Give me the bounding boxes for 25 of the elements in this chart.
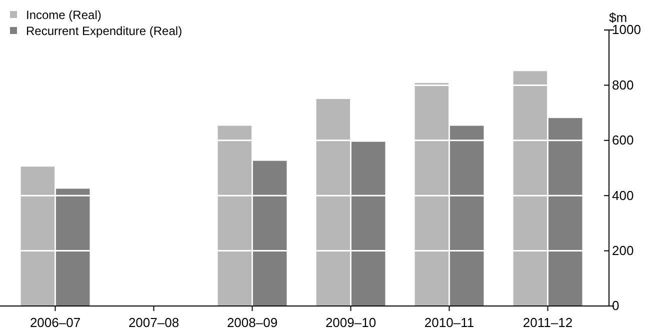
y-tick-label: 200 [612,242,634,258]
x-tick-label: 2007–08 [128,315,180,330]
y-tick-label: 1000 [612,22,641,38]
y-tick-label: 400 [612,188,634,203]
y-tick-label: 800 [612,77,634,92]
bar [351,142,386,306]
bar [316,99,350,306]
legend-label: Income (Real) [26,8,102,22]
legend-label: Recurrent Expenditure (Real) [26,24,182,38]
y-axis-title: $m [609,10,628,25]
bar [513,71,548,306]
x-tick-label: 2010–11 [424,315,474,330]
x-tick-label: 2008–09 [226,315,278,330]
y-tick-label: 0 [612,298,620,314]
bar [20,166,55,306]
y-tick-label: 600 [612,132,634,148]
x-tick-label: 2009–10 [325,315,376,330]
bar [252,160,287,306]
bar [218,126,252,306]
x-tick-label: 2011–12 [522,315,573,330]
bar [56,188,90,306]
bar [450,126,484,306]
x-tick-label: 2006–07 [30,315,81,330]
bar [414,82,449,306]
bar [548,118,582,306]
